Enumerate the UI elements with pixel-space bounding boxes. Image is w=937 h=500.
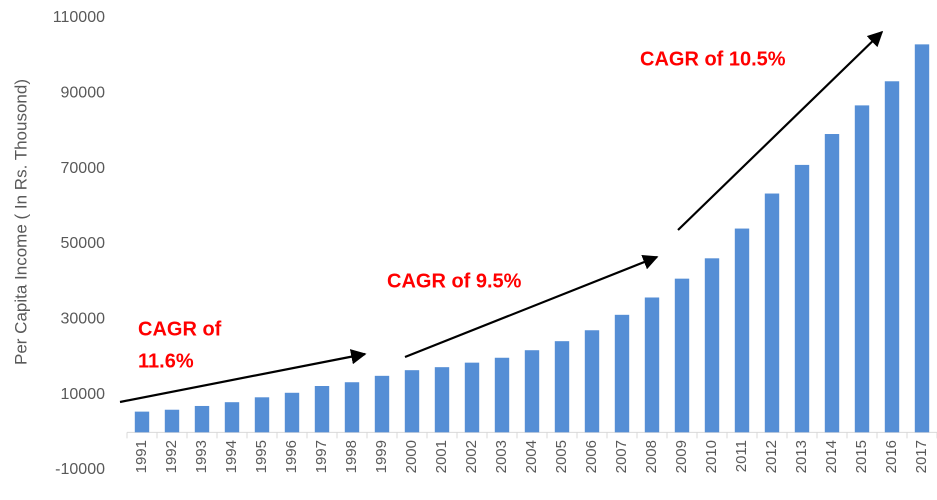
x-tick-label: 2001 <box>433 440 450 473</box>
arrow <box>119 349 367 404</box>
x-tick-label: 2004 <box>523 440 540 473</box>
arrow <box>677 30 884 231</box>
x-tick-label: 1999 <box>373 440 390 473</box>
x-tick-label: 2015 <box>853 440 870 473</box>
bar <box>194 405 210 433</box>
x-tick-label: 2003 <box>493 440 510 473</box>
bar <box>224 402 240 433</box>
bar <box>614 314 630 433</box>
x-tick-label: 2006 <box>583 440 600 473</box>
x-tick-label: 2011 <box>733 440 750 472</box>
x-tick-label: 2010 <box>703 440 720 473</box>
x-tick-label: 2013 <box>793 440 810 473</box>
bar <box>734 228 750 433</box>
y-tick-label: 110000 <box>53 9 105 26</box>
x-tick-label: 1994 <box>223 440 240 473</box>
annotation: CAGR of 10.5% <box>640 48 786 70</box>
arrows <box>119 30 884 404</box>
x-tick-label: 1997 <box>313 440 330 473</box>
x-tick-label: 2007 <box>613 440 630 473</box>
bar <box>404 370 420 433</box>
x-tick-label: 2002 <box>463 440 480 473</box>
bar <box>284 392 300 433</box>
x-tick-label: 2000 <box>403 440 420 473</box>
bar <box>254 397 270 433</box>
x-tick-label: 2012 <box>763 440 780 473</box>
annotation: CAGR of 9.5% <box>387 270 522 292</box>
bar <box>464 362 480 433</box>
bar <box>434 367 450 433</box>
x-tick-label: 1993 <box>193 440 210 473</box>
arrow <box>404 254 659 359</box>
bar <box>524 350 540 433</box>
x-tick-label: 1995 <box>253 440 270 473</box>
bar <box>914 44 930 433</box>
x-tick-label: 1992 <box>163 440 180 473</box>
bar <box>164 409 180 433</box>
annotation: 11.6% <box>138 350 194 372</box>
bar <box>764 193 780 433</box>
bar <box>494 357 510 433</box>
y-axis-label: Per Capita Income ( In Rs. Thousond) <box>11 79 30 365</box>
bar <box>344 382 360 433</box>
x-tick-label: 2017 <box>913 440 930 473</box>
bar <box>674 278 690 433</box>
bar <box>794 164 810 433</box>
x-tick-label: 2009 <box>673 440 690 473</box>
y-tick-label: 70000 <box>61 160 106 177</box>
x-tick-label: 2008 <box>643 440 660 473</box>
y-tick-label: 50000 <box>61 235 106 252</box>
y-tick-label: 90000 <box>61 85 106 102</box>
x-tick-label: 2014 <box>823 440 840 473</box>
y-tick-label: 10000 <box>61 386 106 403</box>
x-tick-label: 1996 <box>283 440 300 473</box>
y-tick-label: 30000 <box>61 311 106 328</box>
x-tick-label: 2005 <box>553 440 570 473</box>
y-tick-label: -10000 <box>55 461 105 478</box>
bar <box>704 258 720 433</box>
bar <box>554 341 570 433</box>
bar <box>374 375 390 433</box>
bar <box>884 81 900 433</box>
x-tick-label: 1991 <box>133 440 150 473</box>
x-tick-label: 2016 <box>883 440 900 473</box>
x-tick-label: 1998 <box>343 440 360 473</box>
bar <box>314 386 330 433</box>
bar <box>644 297 660 433</box>
bar <box>134 411 150 433</box>
bar <box>824 134 840 433</box>
bar <box>584 330 600 433</box>
bar <box>854 105 870 433</box>
annotation: CAGR of <box>138 318 222 340</box>
